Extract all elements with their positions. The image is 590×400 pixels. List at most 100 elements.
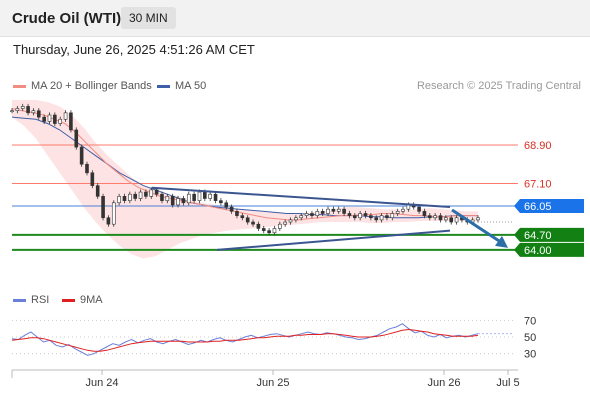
level-tag-4	[514, 242, 584, 257]
candle-body	[315, 211, 320, 216]
candle	[160, 191, 164, 204]
candle-body	[358, 213, 362, 219]
candle	[10, 108, 14, 114]
level-tag-2	[514, 198, 584, 213]
candle	[26, 103, 30, 116]
candle	[181, 195, 186, 206]
candle-body	[331, 208, 336, 212]
level-label-4: 64.00	[524, 245, 552, 257]
candle	[347, 210, 352, 219]
candle-body	[294, 217, 298, 221]
candle-body	[336, 208, 341, 212]
candle-body	[251, 221, 255, 225]
candle-body	[235, 211, 239, 216]
legend-9ma: 9MA	[62, 294, 103, 306]
candle-body	[401, 208, 405, 212]
candle	[111, 200, 116, 227]
candle	[272, 225, 277, 236]
candle-body	[15, 108, 20, 112]
candle-body	[42, 116, 46, 122]
ma50-line	[11, 116, 478, 219]
candle	[15, 105, 20, 114]
candle-body	[53, 114, 57, 124]
legend-ma50: MA 50	[157, 80, 206, 92]
candle	[342, 206, 346, 217]
candle-body	[449, 217, 454, 223]
candle	[138, 189, 143, 202]
candle	[47, 112, 52, 124]
trendline-upper	[151, 186, 451, 209]
candle	[454, 215, 459, 225]
candle-body	[144, 191, 148, 197]
interval-button[interactable]: 30 MIN	[121, 7, 176, 29]
x-tick-1: Jun 25	[256, 377, 289, 389]
rsi-tick-0: 70	[524, 315, 536, 327]
candle	[101, 193, 105, 221]
candle	[95, 183, 100, 199]
candle-body	[149, 189, 154, 197]
candle-body	[186, 193, 191, 204]
candle	[444, 215, 448, 223]
candle	[170, 193, 175, 208]
candle-body	[101, 196, 105, 219]
candle	[336, 206, 341, 214]
legend-ma20: MA 20 + Bollinger Bands	[13, 80, 152, 92]
candle-body	[128, 193, 132, 201]
candle-body	[219, 200, 223, 204]
legend-ma20-label: MA 20 + Bollinger Bands	[31, 80, 152, 92]
candle-body	[390, 213, 395, 219]
candle-body	[95, 185, 100, 197]
candle	[235, 208, 239, 219]
candle-body	[267, 230, 271, 234]
candle-body	[181, 198, 186, 204]
candle-body	[363, 213, 368, 216]
candle-body	[192, 193, 196, 201]
candle	[449, 215, 454, 225]
x-tick-0: Jun 24	[85, 377, 118, 389]
candle	[149, 187, 154, 199]
candle	[240, 213, 245, 221]
candle	[299, 213, 304, 221]
candle	[326, 206, 330, 217]
candle-body	[85, 163, 89, 174]
candle	[106, 215, 111, 227]
candle	[90, 170, 95, 189]
candle	[122, 193, 127, 204]
candle-body	[326, 208, 330, 214]
candle	[395, 208, 400, 217]
candle-body	[117, 196, 121, 204]
candle	[294, 215, 298, 223]
candle-body	[342, 208, 346, 214]
candle-body	[58, 118, 63, 124]
last-price-label: 65.30	[524, 216, 552, 228]
candle	[433, 213, 437, 221]
candle	[251, 219, 255, 227]
candle	[261, 225, 266, 234]
candle	[353, 213, 357, 221]
candle	[401, 206, 405, 214]
candle	[315, 208, 320, 219]
candle-body	[240, 215, 245, 219]
candle-body	[417, 206, 421, 212]
candle	[283, 219, 287, 227]
candle	[224, 200, 229, 210]
ma20-line	[11, 108, 478, 221]
candle-body	[347, 213, 352, 216]
candle-body	[369, 215, 373, 219]
candle-body	[229, 206, 234, 212]
candle	[58, 116, 63, 127]
copyright: Research © 2025 Trading Central	[416, 80, 581, 92]
rsi-line	[11, 323, 479, 356]
candle	[186, 191, 191, 206]
candle-body	[304, 213, 309, 216]
candle	[427, 213, 432, 221]
ma50-swatch	[157, 84, 170, 88]
x-tick-3: Jul 5	[496, 377, 519, 389]
candle-body	[154, 189, 159, 195]
candle	[42, 114, 46, 124]
candle	[331, 206, 336, 214]
candle-body	[10, 110, 14, 113]
candle-body	[288, 219, 293, 223]
candle	[278, 221, 282, 232]
